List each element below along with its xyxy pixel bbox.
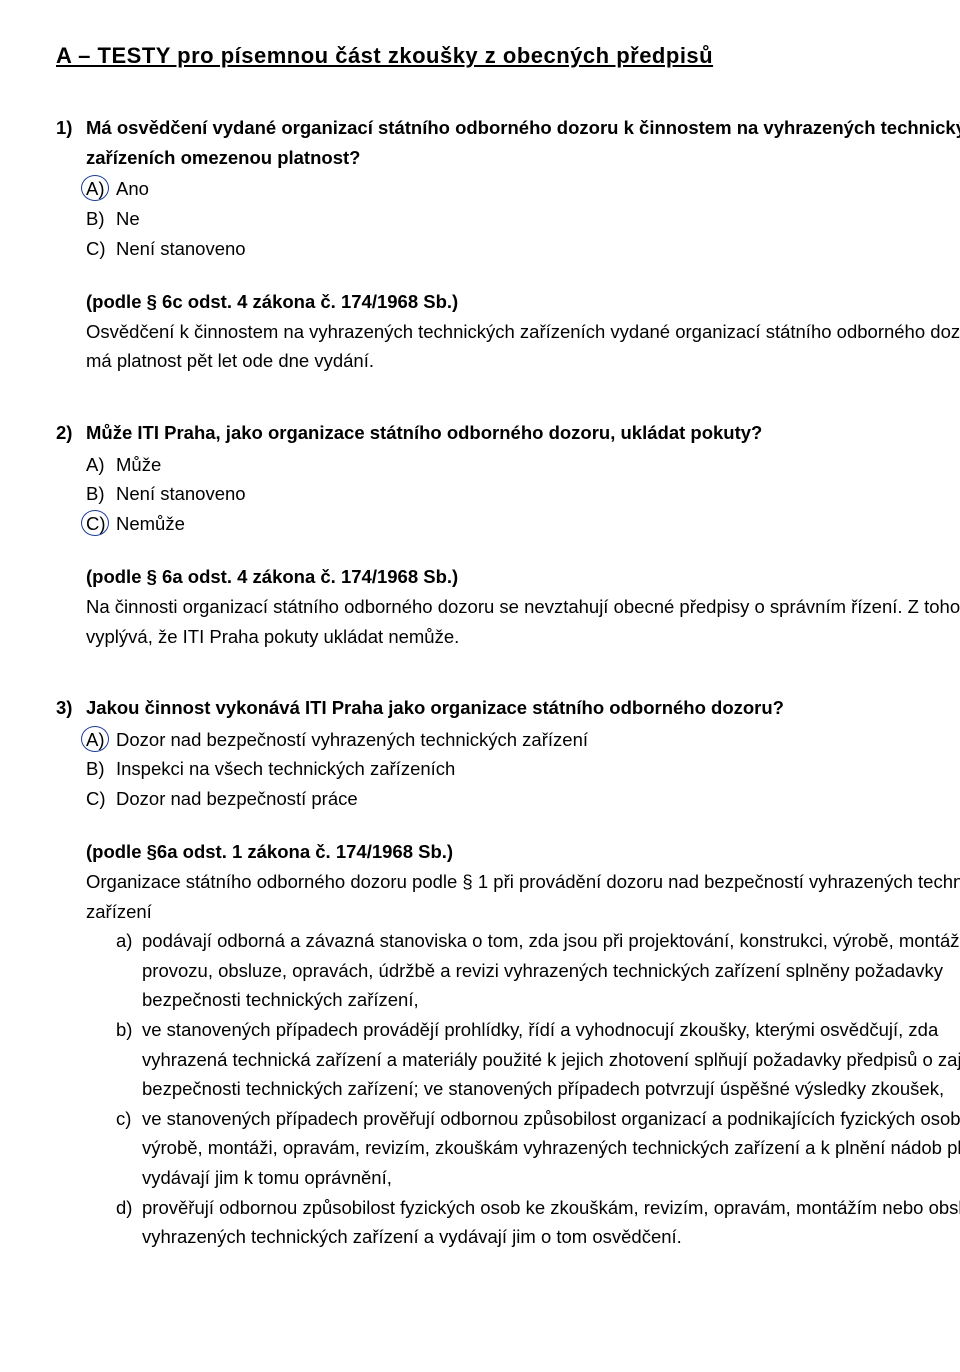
question-3: 3) Jakou činnost vykonává ITI Praha jako… [56, 693, 960, 1252]
option-letter: B) [86, 754, 105, 784]
option-c: C) Nemůže [86, 509, 960, 539]
question-2: 2) Může ITI Praha, jako organizace státn… [56, 418, 960, 651]
sub-item-d: d) prověřují odbornou způsobilost fyzick… [116, 1193, 960, 1252]
sub-text: ve stanovených případech prověřují odbor… [142, 1104, 960, 1193]
sub-text: podávají odborná a závazná stanoviska o … [142, 926, 960, 1015]
sub-text: ve stanovených případech provádějí prohl… [142, 1015, 960, 1104]
sub-text: prověřují odbornou způsobilost fyzických… [142, 1193, 960, 1252]
option-text: Inspekci na všech technických zařízeních [116, 754, 960, 784]
option-b: B) Ne [86, 204, 960, 234]
option-text: Ano [116, 174, 960, 204]
option-b: B) Inspekci na všech technických zařízen… [86, 754, 960, 784]
question-prompt: Má osvědčení vydané organizací státního … [86, 113, 960, 172]
sub-item-c: c) ve stanovených případech prověřují od… [116, 1104, 960, 1193]
option-text: Ne [116, 204, 960, 234]
option-a: A) Dozor nad bezpečností vyhrazených tec… [86, 725, 960, 755]
option-text: Nemůže [116, 509, 960, 539]
sub-item-b: b) ve stanovených případech provádějí pr… [116, 1015, 960, 1104]
sub-item-a: a) podávají odborná a závazná stanoviska… [116, 926, 960, 1015]
sub-letter: d) [116, 1193, 142, 1252]
option-letter: B) [86, 479, 105, 509]
option-letter: A) [86, 174, 105, 204]
citation: (podle § 6a odst. 4 zákona č. 174/1968 S… [86, 562, 960, 592]
question-prompt: Jakou činnost vykonává ITI Praha jako or… [86, 693, 960, 723]
citation: (podle §6a odst. 1 zákona č. 174/1968 Sb… [86, 837, 960, 867]
option-text: Dozor nad bezpečností vyhrazených techni… [116, 725, 960, 755]
option-a: A) Může [86, 450, 960, 480]
explanation: Osvědčení k činnostem na vyhrazených tec… [86, 317, 960, 376]
question-prompt: Může ITI Praha, jako organizace státního… [86, 418, 960, 448]
option-letter: C) [86, 784, 106, 814]
option-b: B) Není stanoveno [86, 479, 960, 509]
option-a: A) Ano [86, 174, 960, 204]
option-c: C) Není stanoveno [86, 234, 960, 264]
question-1: 1) Má osvědčení vydané organizací státní… [56, 113, 960, 376]
sub-letter: a) [116, 926, 142, 1015]
explanation: Na činnosti organizací státního odbornéh… [86, 592, 960, 651]
option-c: C) Dozor nad bezpečností práce [86, 784, 960, 814]
question-number: 1) [56, 113, 86, 143]
option-text: Dozor nad bezpečností práce [116, 784, 960, 814]
citation: (podle § 6c odst. 4 zákona č. 174/1968 S… [86, 287, 960, 317]
sub-letter: c) [116, 1104, 142, 1193]
option-letter: C) [86, 509, 106, 539]
option-letter: B) [86, 204, 105, 234]
option-text: Není stanoveno [116, 479, 960, 509]
option-letter: C) [86, 234, 106, 264]
explanation: Organizace státního odborného dozoru pod… [86, 867, 960, 926]
question-number: 3) [56, 693, 86, 723]
option-letter: A) [86, 450, 105, 480]
option-text: Není stanoveno [116, 234, 960, 264]
option-letter: A) [86, 725, 105, 755]
option-text: Může [116, 450, 960, 480]
sub-letter: b) [116, 1015, 142, 1104]
question-number: 2) [56, 418, 86, 448]
page-title: A – TESTY pro písemnou část zkoušky z ob… [56, 38, 960, 73]
